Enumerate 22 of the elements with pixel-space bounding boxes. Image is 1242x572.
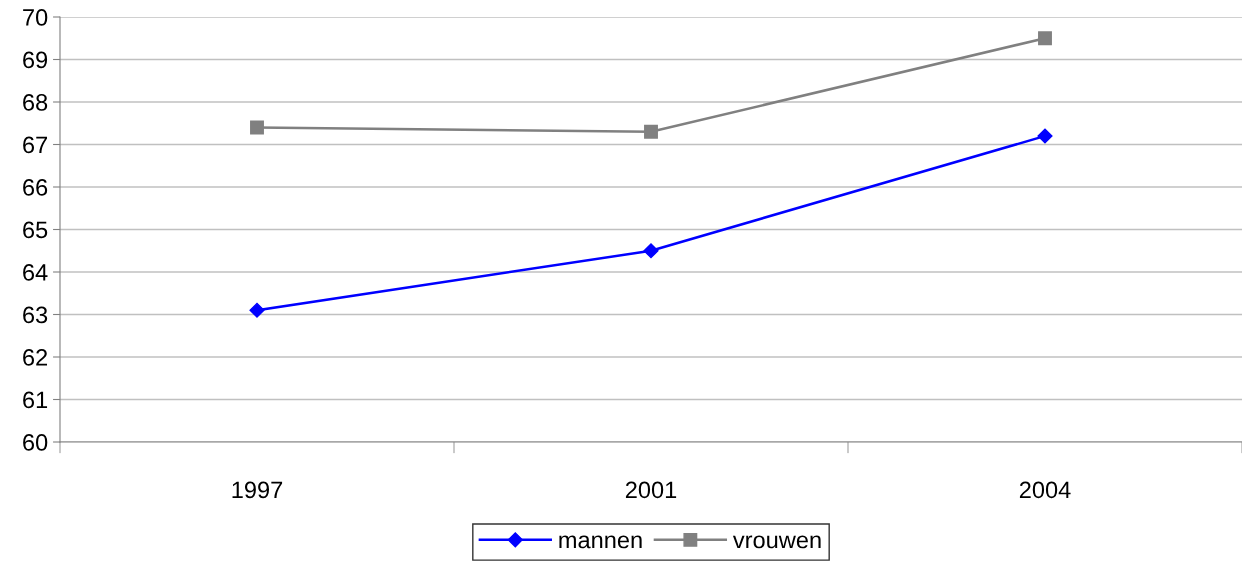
y-tick-label: 70 xyxy=(23,9,48,26)
x-tick-label: 2001 xyxy=(625,481,677,499)
point xyxy=(249,302,265,318)
y-tick-label: 61 xyxy=(23,391,48,409)
point xyxy=(1038,31,1052,46)
x-tick-label: 1997 xyxy=(232,481,283,499)
legend-label: vrouwen xyxy=(732,535,821,549)
point xyxy=(1037,128,1053,144)
y-tick-label: 66 xyxy=(23,179,48,196)
y-tick-label: 64 xyxy=(23,264,48,281)
point xyxy=(643,243,659,259)
y-tick-label: 67 xyxy=(23,136,48,154)
y-tick-label: 63 xyxy=(23,306,48,324)
x-tick-label: 2004 xyxy=(1019,481,1071,499)
point xyxy=(250,120,264,135)
legend-label: mannen xyxy=(559,535,642,549)
y-tick-label: 60 xyxy=(23,434,48,451)
y-tick-label: 62 xyxy=(23,349,48,366)
point xyxy=(644,124,658,139)
y-tick-label: 69 xyxy=(23,51,48,69)
y-tick-label: 68 xyxy=(23,94,48,111)
y-tick-label: 65 xyxy=(23,221,48,239)
